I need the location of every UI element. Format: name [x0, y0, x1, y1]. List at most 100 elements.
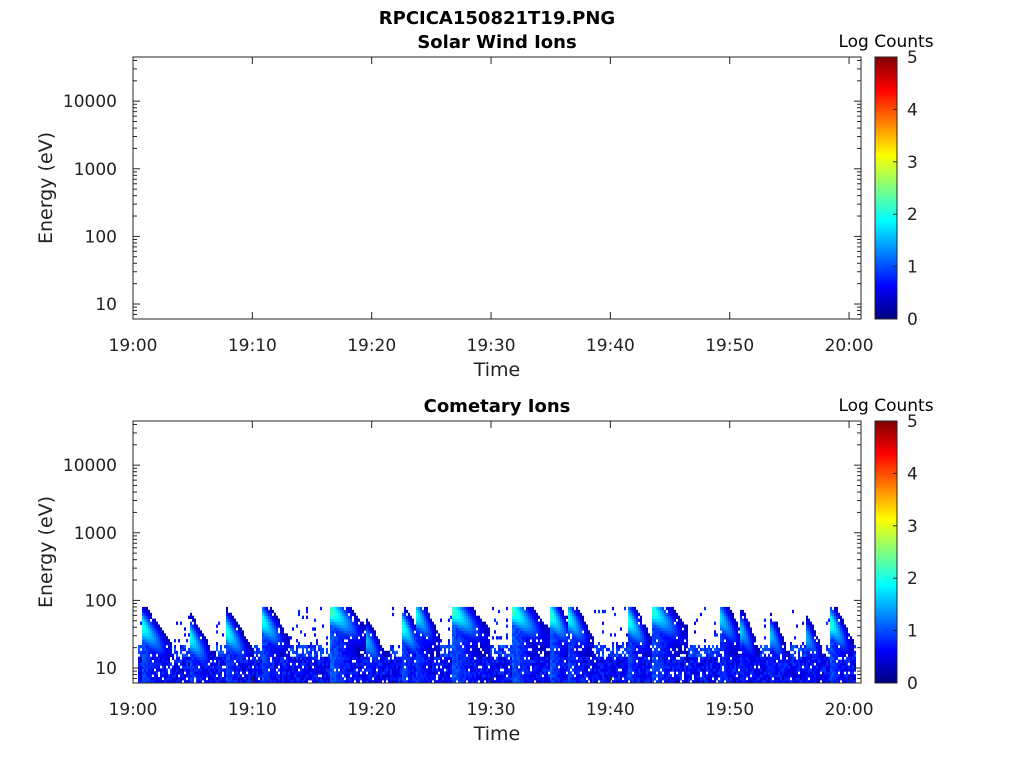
heatmap-cell	[426, 627, 428, 631]
heatmap-cell	[540, 668, 542, 672]
heatmap-cell	[172, 674, 174, 678]
solar-wind-colorbar-tick-label: 3	[907, 153, 918, 173]
heatmap-cell	[268, 680, 270, 684]
heatmap-cell	[402, 630, 404, 634]
heatmap-cell	[498, 656, 500, 660]
heatmap-cell	[476, 656, 478, 660]
heatmap-cell	[454, 645, 456, 649]
heatmap-cell	[430, 674, 432, 678]
heatmap-cell	[562, 668, 564, 672]
heatmap-cell	[384, 674, 386, 678]
heatmap-cell	[552, 656, 554, 660]
heatmap-cell	[328, 656, 330, 660]
heatmap-cell	[270, 647, 272, 652]
heatmap-cell	[348, 659, 350, 663]
heatmap-cell	[358, 645, 360, 649]
heatmap-cell	[666, 656, 668, 660]
heatmap-cell	[354, 618, 356, 622]
heatmap-cell	[542, 636, 544, 640]
heatmap-cell	[274, 650, 276, 655]
heatmap-cell	[656, 647, 658, 652]
heatmap-cell	[552, 662, 554, 666]
heatmap-cell	[312, 647, 314, 652]
heatmap-cell	[296, 665, 298, 669]
heatmap-cell	[372, 630, 374, 634]
heatmap-cell	[580, 624, 582, 628]
heatmap-cell	[660, 662, 662, 666]
heatmap-cell	[486, 645, 488, 649]
heatmap-cell	[516, 645, 518, 649]
heatmap-cell	[214, 680, 216, 684]
heatmap-cell	[314, 662, 316, 666]
heatmap-cell	[478, 674, 480, 678]
heatmap-cell	[498, 609, 500, 614]
heatmap-cell	[242, 665, 244, 669]
heatmap-cell	[426, 671, 428, 675]
heatmap-cell	[444, 674, 446, 678]
heatmap-cell	[206, 642, 208, 646]
heatmap-cell	[336, 677, 338, 681]
heatmap-cell	[352, 612, 354, 617]
heatmap-cell	[162, 653, 164, 657]
solar-wind-xtick-label: 20:00	[825, 336, 874, 356]
heatmap-cell	[332, 645, 334, 649]
heatmap-cell	[360, 659, 362, 663]
heatmap-cell	[558, 677, 560, 681]
heatmap-cell	[340, 680, 342, 684]
heatmap-cell	[206, 671, 208, 675]
heatmap-cell	[578, 671, 580, 675]
heatmap-cell	[426, 674, 428, 678]
heatmap-cell	[558, 668, 560, 672]
heatmap-cell	[362, 642, 364, 646]
heatmap-cell	[544, 624, 546, 628]
heatmap-cell	[358, 653, 360, 657]
heatmap-cell	[404, 680, 406, 684]
heatmap-cell	[668, 645, 670, 649]
heatmap-cell	[286, 636, 288, 640]
heatmap-cell	[638, 668, 640, 672]
heatmap-cell	[550, 624, 552, 628]
heatmap-cell	[482, 665, 484, 669]
heatmap-cell	[326, 680, 328, 684]
heatmap-cell	[414, 639, 416, 643]
heatmap-cell	[344, 636, 346, 640]
heatmap-cell	[434, 633, 436, 637]
heatmap-cell	[226, 659, 228, 663]
heatmap-cell	[574, 671, 576, 675]
heatmap-cell	[252, 668, 254, 672]
heatmap-cell	[588, 650, 590, 655]
heatmap-cell	[280, 662, 282, 666]
heatmap-cell	[616, 671, 618, 675]
heatmap-cell	[638, 674, 640, 678]
heatmap-cell	[406, 609, 408, 614]
heatmap-cell	[364, 647, 366, 652]
heatmap-cell	[564, 671, 566, 675]
heatmap-cell	[324, 671, 326, 675]
heatmap-cell	[608, 680, 610, 684]
heatmap-cell	[160, 653, 162, 657]
heatmap-cell	[460, 650, 462, 655]
heatmap-cell	[522, 606, 524, 611]
heatmap-cell	[236, 645, 238, 649]
heatmap-cell	[634, 653, 636, 657]
heatmap-cell	[516, 621, 518, 625]
heatmap-cell	[368, 621, 370, 625]
heatmap-cell	[440, 668, 442, 672]
heatmap-cell	[648, 647, 650, 652]
heatmap-cell	[144, 639, 146, 643]
heatmap-cell	[466, 633, 468, 637]
heatmap-cell	[168, 665, 170, 669]
heatmap-cell	[496, 674, 498, 678]
heatmap-cell	[252, 653, 254, 657]
heatmap-cell	[338, 612, 340, 617]
heatmap-cell	[560, 659, 562, 663]
heatmap-cell	[518, 645, 520, 649]
heatmap-cell	[152, 618, 154, 622]
heatmap-cell	[540, 674, 542, 678]
heatmap-cell	[604, 665, 606, 669]
heatmap-cell	[550, 627, 552, 631]
heatmap-cell	[162, 642, 164, 646]
heatmap-cell	[272, 633, 274, 637]
heatmap-cell	[610, 665, 612, 669]
heatmap-cell	[236, 621, 238, 625]
